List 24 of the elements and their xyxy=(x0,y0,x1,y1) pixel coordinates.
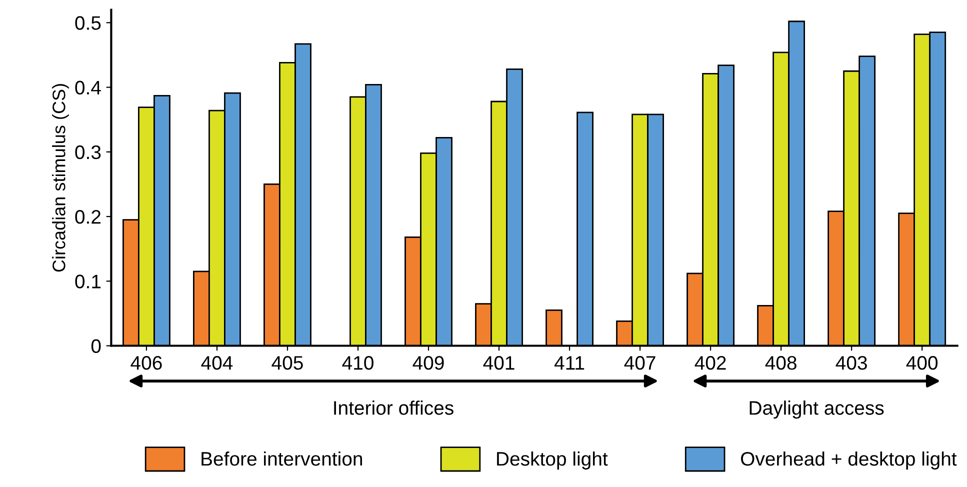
y-tick-label: 0.2 xyxy=(75,210,101,224)
x-tick-label: 404 xyxy=(201,356,233,370)
y-tick-label: 0 xyxy=(91,339,101,354)
legend-label: Desktop light xyxy=(497,451,608,470)
text: Daylight access xyxy=(750,400,884,419)
text: Interior offices xyxy=(334,400,454,415)
x-tick-label: 406 xyxy=(130,356,162,370)
legend-label: Overhead + desktop light xyxy=(741,451,957,470)
x-tick-label: 401 xyxy=(483,356,514,370)
x-tick-label: 402 xyxy=(694,356,726,370)
y-tick-label: 0.4 xyxy=(75,80,101,95)
x-tick-label: 400 xyxy=(906,356,938,370)
y-tick-label: 0.3 xyxy=(75,145,101,160)
x-tick-label: 408 xyxy=(765,356,796,370)
x-tick-label: 403 xyxy=(836,356,867,370)
x-tick-label: 410 xyxy=(342,356,374,370)
x-tick-label: 405 xyxy=(272,356,303,370)
x-tick-label: 409 xyxy=(412,356,444,370)
y-tick-label: 0.5 xyxy=(75,16,101,30)
y-axis-title: Circadian stimulus (CS) xyxy=(52,84,69,272)
legend-label: Before intervention xyxy=(202,451,362,466)
y-tick-label: 0.1 xyxy=(75,274,101,288)
x-tick-label: 407 xyxy=(624,356,656,370)
x-tick-label: 411 xyxy=(554,356,584,370)
